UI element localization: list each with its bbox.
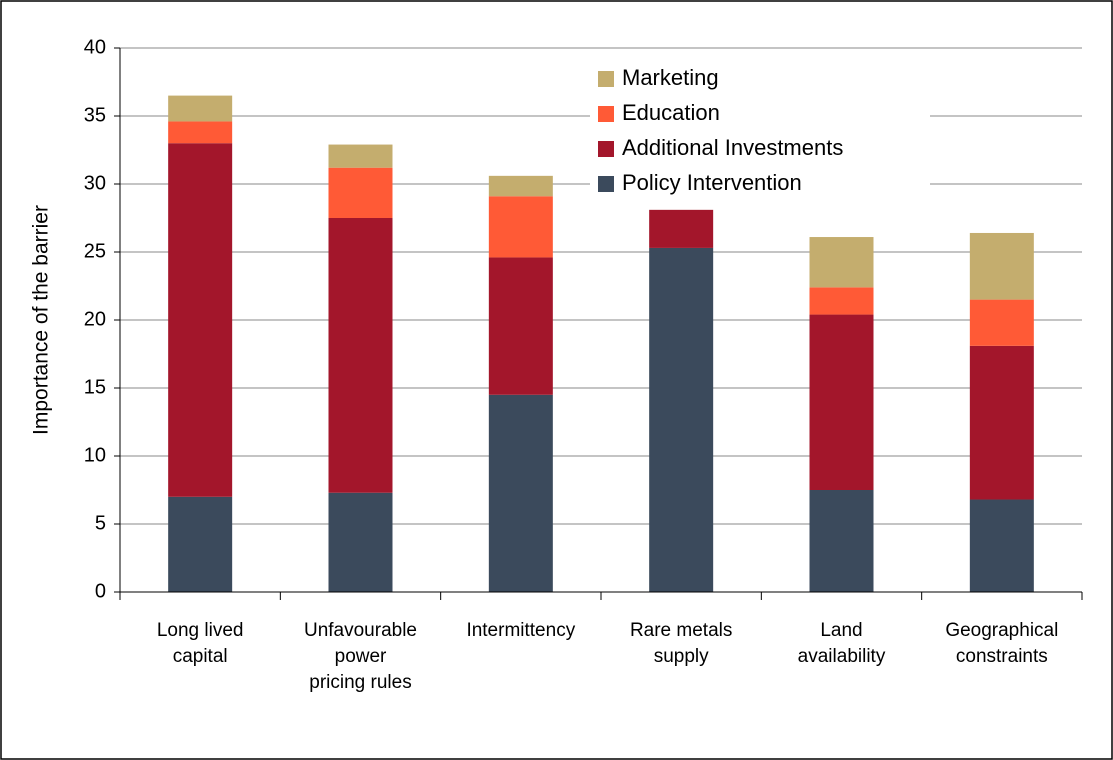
- bar-segment: [649, 247, 714, 593]
- x-tick-label: Intermittency: [466, 620, 576, 641]
- x-tick-label: Rare metals supply: [629, 620, 733, 667]
- bar-segment: [168, 95, 233, 122]
- y-tick-label: 25: [84, 240, 106, 262]
- bar-segment: [328, 218, 393, 493]
- legend-label: Policy Intervention: [622, 170, 802, 195]
- y-tick-label: 20: [84, 308, 106, 330]
- bar-segment: [488, 175, 553, 197]
- x-tick-label: Land availability: [797, 620, 886, 667]
- x-tick-label: Geographical constraints: [945, 620, 1059, 667]
- y-tick-label: 30: [84, 172, 106, 194]
- legend-label: Marketing: [622, 65, 719, 90]
- bar-segment: [168, 143, 233, 497]
- legend-label: Additional Investments: [622, 135, 843, 160]
- bar-segment: [809, 287, 874, 315]
- y-tick-label: 10: [84, 444, 106, 466]
- y-axis-label: Importance of the barrier: [30, 205, 53, 435]
- y-tick-label: 0: [95, 580, 106, 602]
- y-tick-label: 5: [95, 512, 106, 534]
- bar-segment: [488, 257, 553, 395]
- bar-segment: [809, 314, 874, 490]
- bar-segment: [328, 492, 393, 592]
- bar-segment: [969, 499, 1034, 592]
- y-tick-label: 15: [84, 376, 106, 398]
- bar-segment: [328, 144, 393, 168]
- legend-swatch: [598, 71, 614, 87]
- legend-swatch: [598, 141, 614, 157]
- bar-segment: [649, 209, 714, 248]
- bar-segment: [809, 490, 874, 592]
- y-tick-label: 40: [84, 36, 106, 58]
- y-tick-label: 35: [84, 104, 106, 126]
- legend-label: Education: [622, 100, 720, 125]
- bar-segment: [969, 345, 1034, 500]
- legend-swatch: [598, 106, 614, 122]
- bar-segment: [969, 232, 1034, 300]
- bar-segment: [168, 496, 233, 592]
- bar-segment: [488, 394, 553, 592]
- x-tick-label: Unfavourable power pricing rules: [303, 620, 418, 693]
- bar-segment: [809, 237, 874, 288]
- legend-box: [590, 62, 930, 202]
- legend-swatch: [598, 176, 614, 192]
- bar-segment: [969, 299, 1034, 346]
- bar-segment: [488, 196, 553, 258]
- bar-segment: [168, 121, 233, 144]
- x-tick-label: Long lived capital: [156, 620, 244, 667]
- bar-segment: [328, 167, 393, 218]
